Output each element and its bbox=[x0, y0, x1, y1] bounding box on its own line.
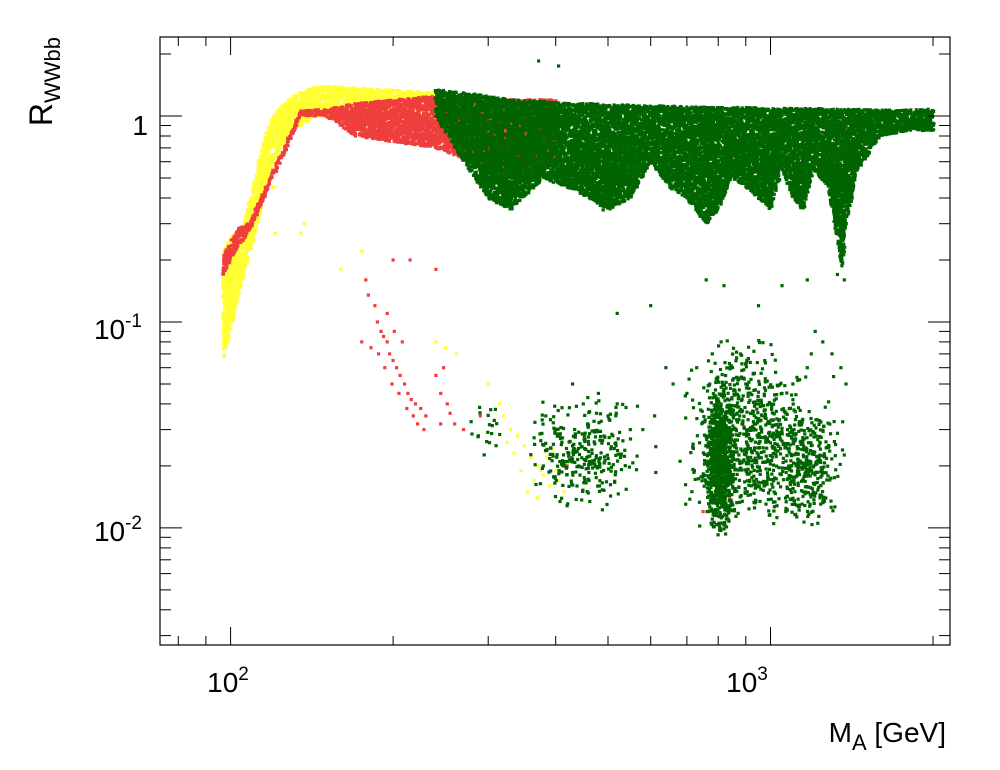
series-0-point bbox=[346, 87, 349, 90]
series-0-point bbox=[273, 157, 276, 160]
series-0-point bbox=[255, 224, 258, 227]
series-0-point bbox=[262, 176, 265, 179]
series-0-point bbox=[270, 166, 273, 169]
series-1-point bbox=[413, 112, 416, 115]
series-0-point bbox=[240, 284, 243, 287]
series-0-point bbox=[444, 346, 447, 349]
series-1-point bbox=[270, 176, 273, 179]
series-0-point bbox=[519, 469, 522, 472]
series-0-point bbox=[339, 268, 342, 271]
series-1-point bbox=[294, 127, 297, 130]
series-1-point bbox=[388, 140, 391, 143]
series-0-point bbox=[251, 234, 254, 237]
series-0-point bbox=[434, 340, 437, 343]
series-0-point bbox=[533, 479, 536, 482]
series-0-point bbox=[455, 352, 458, 355]
series-0-point bbox=[286, 128, 289, 131]
series-0-point bbox=[237, 293, 240, 296]
series-0-point bbox=[245, 251, 248, 254]
series-0-point bbox=[548, 484, 551, 487]
series-0-point bbox=[502, 414, 505, 417]
series-0-point bbox=[523, 444, 526, 447]
series-0-point bbox=[232, 310, 235, 313]
series-1-point bbox=[276, 166, 279, 169]
series-0-point bbox=[240, 260, 243, 263]
series-0-point bbox=[294, 103, 297, 106]
series-0-point bbox=[320, 86, 323, 89]
series-0-point bbox=[498, 402, 501, 405]
series-0-point bbox=[222, 355, 225, 358]
series-1-point bbox=[257, 208, 260, 211]
series-1-point bbox=[289, 137, 292, 140]
series-1-point bbox=[236, 244, 239, 247]
series-0-point bbox=[258, 217, 261, 220]
series-0-point bbox=[252, 238, 255, 241]
series-0-point bbox=[303, 222, 306, 225]
series-0-point bbox=[563, 490, 566, 493]
series-1-point bbox=[397, 135, 400, 138]
series-0-point bbox=[254, 228, 257, 231]
series-0-point bbox=[222, 294, 225, 297]
series-0-point bbox=[225, 346, 228, 349]
series-0-point bbox=[233, 307, 236, 310]
series-0-point bbox=[231, 315, 234, 318]
series-0-point bbox=[299, 232, 302, 235]
series-1-point bbox=[278, 162, 281, 165]
series-1-point bbox=[286, 144, 289, 147]
series-1-point bbox=[354, 132, 357, 135]
series-0-point bbox=[516, 434, 519, 437]
series-0-point bbox=[542, 474, 545, 477]
series-1-point bbox=[408, 141, 411, 144]
series-0-point bbox=[276, 152, 279, 155]
series-0-point bbox=[274, 232, 277, 235]
series-0-point bbox=[282, 106, 285, 109]
series-0-point bbox=[320, 97, 323, 100]
series-1-point bbox=[225, 266, 228, 269]
series-0-point bbox=[536, 496, 539, 499]
series-0-point bbox=[246, 258, 249, 261]
series-0-point bbox=[229, 327, 232, 330]
series-1-point bbox=[222, 272, 225, 275]
series-1-point bbox=[296, 119, 299, 122]
series-0-point bbox=[487, 382, 490, 385]
series-0-point bbox=[241, 275, 244, 278]
series-0-point bbox=[250, 247, 253, 250]
series-1-point bbox=[365, 102, 368, 105]
series-0-point bbox=[509, 428, 512, 431]
series-1-point bbox=[275, 170, 278, 173]
series-0-point bbox=[279, 147, 282, 150]
series-0-point bbox=[243, 266, 246, 269]
series-0-point bbox=[554, 469, 557, 472]
series-0-point bbox=[396, 94, 399, 97]
series-0-point bbox=[226, 340, 229, 343]
series-0-point bbox=[513, 452, 516, 455]
series-1-point bbox=[253, 217, 256, 220]
series-0-point bbox=[236, 289, 239, 292]
series-1-point bbox=[339, 121, 342, 124]
series-0-point bbox=[360, 250, 363, 253]
series-0-point bbox=[256, 221, 259, 224]
series-0-point bbox=[505, 441, 508, 444]
series-1-point bbox=[422, 112, 425, 115]
series-1-point bbox=[295, 124, 298, 127]
series-0-point bbox=[272, 162, 275, 165]
series-1-point bbox=[260, 203, 263, 206]
series-1-point bbox=[389, 99, 392, 102]
series-0-point bbox=[272, 186, 275, 189]
series-0-point bbox=[235, 300, 238, 303]
series-1-point bbox=[268, 182, 271, 185]
series-0-point bbox=[545, 456, 548, 459]
series-1-point bbox=[298, 116, 301, 119]
series-0-point bbox=[228, 335, 231, 338]
series-0-point bbox=[526, 490, 529, 493]
